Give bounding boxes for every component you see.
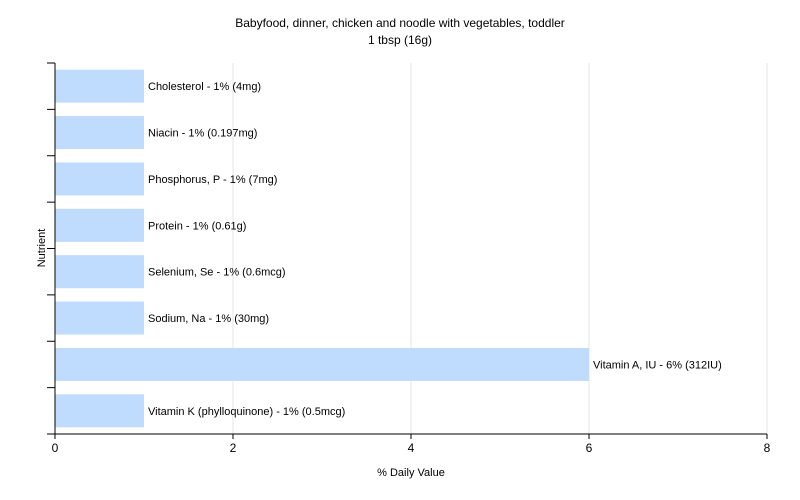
x-axis-label: % Daily Value [377, 467, 445, 479]
axes: 0 2 4 6 8 [47, 62, 771, 455]
bar [55, 208, 144, 242]
chart-title: Babyfood, dinner, chicken and noodle wit… [235, 16, 565, 30]
x-tick-label: 6 [586, 441, 593, 455]
bar-label: Phosphorus, P - 1% (7mg) [148, 174, 277, 186]
bar [55, 255, 144, 289]
bar-label: Cholesterol - 1% (4mg) [148, 81, 261, 93]
chart-subtitle: 1 tbsp (16g) [368, 33, 432, 47]
bar-label: Sodium, Na - 1% (30mg) [148, 313, 269, 325]
x-tick-label: 4 [408, 441, 415, 455]
x-tick-label: 8 [764, 441, 771, 455]
bar-label: Niacin - 1% (0.197mg) [148, 128, 257, 140]
x-tick-label: 0 [52, 441, 59, 455]
bar [55, 162, 144, 196]
x-tick-label: 2 [230, 441, 237, 455]
bar-label: Vitamin A, IU - 6% (312IU) [593, 359, 722, 371]
bars: Cholesterol - 1% (4mg) Niacin - 1% (0.197… [55, 69, 722, 428]
bar-label: Protein - 1% (0.61g) [148, 220, 246, 232]
bar [55, 301, 144, 335]
y-axis-label: Nutrient [36, 229, 48, 268]
bar [55, 394, 144, 428]
bar-label: Vitamin K (phylloquinone) - 1% (0.5mcg) [148, 406, 345, 418]
bar-label: Selenium, Se - 1% (0.6mcg) [148, 267, 286, 279]
bar [55, 347, 589, 381]
bar [55, 116, 144, 150]
bar [55, 69, 144, 103]
